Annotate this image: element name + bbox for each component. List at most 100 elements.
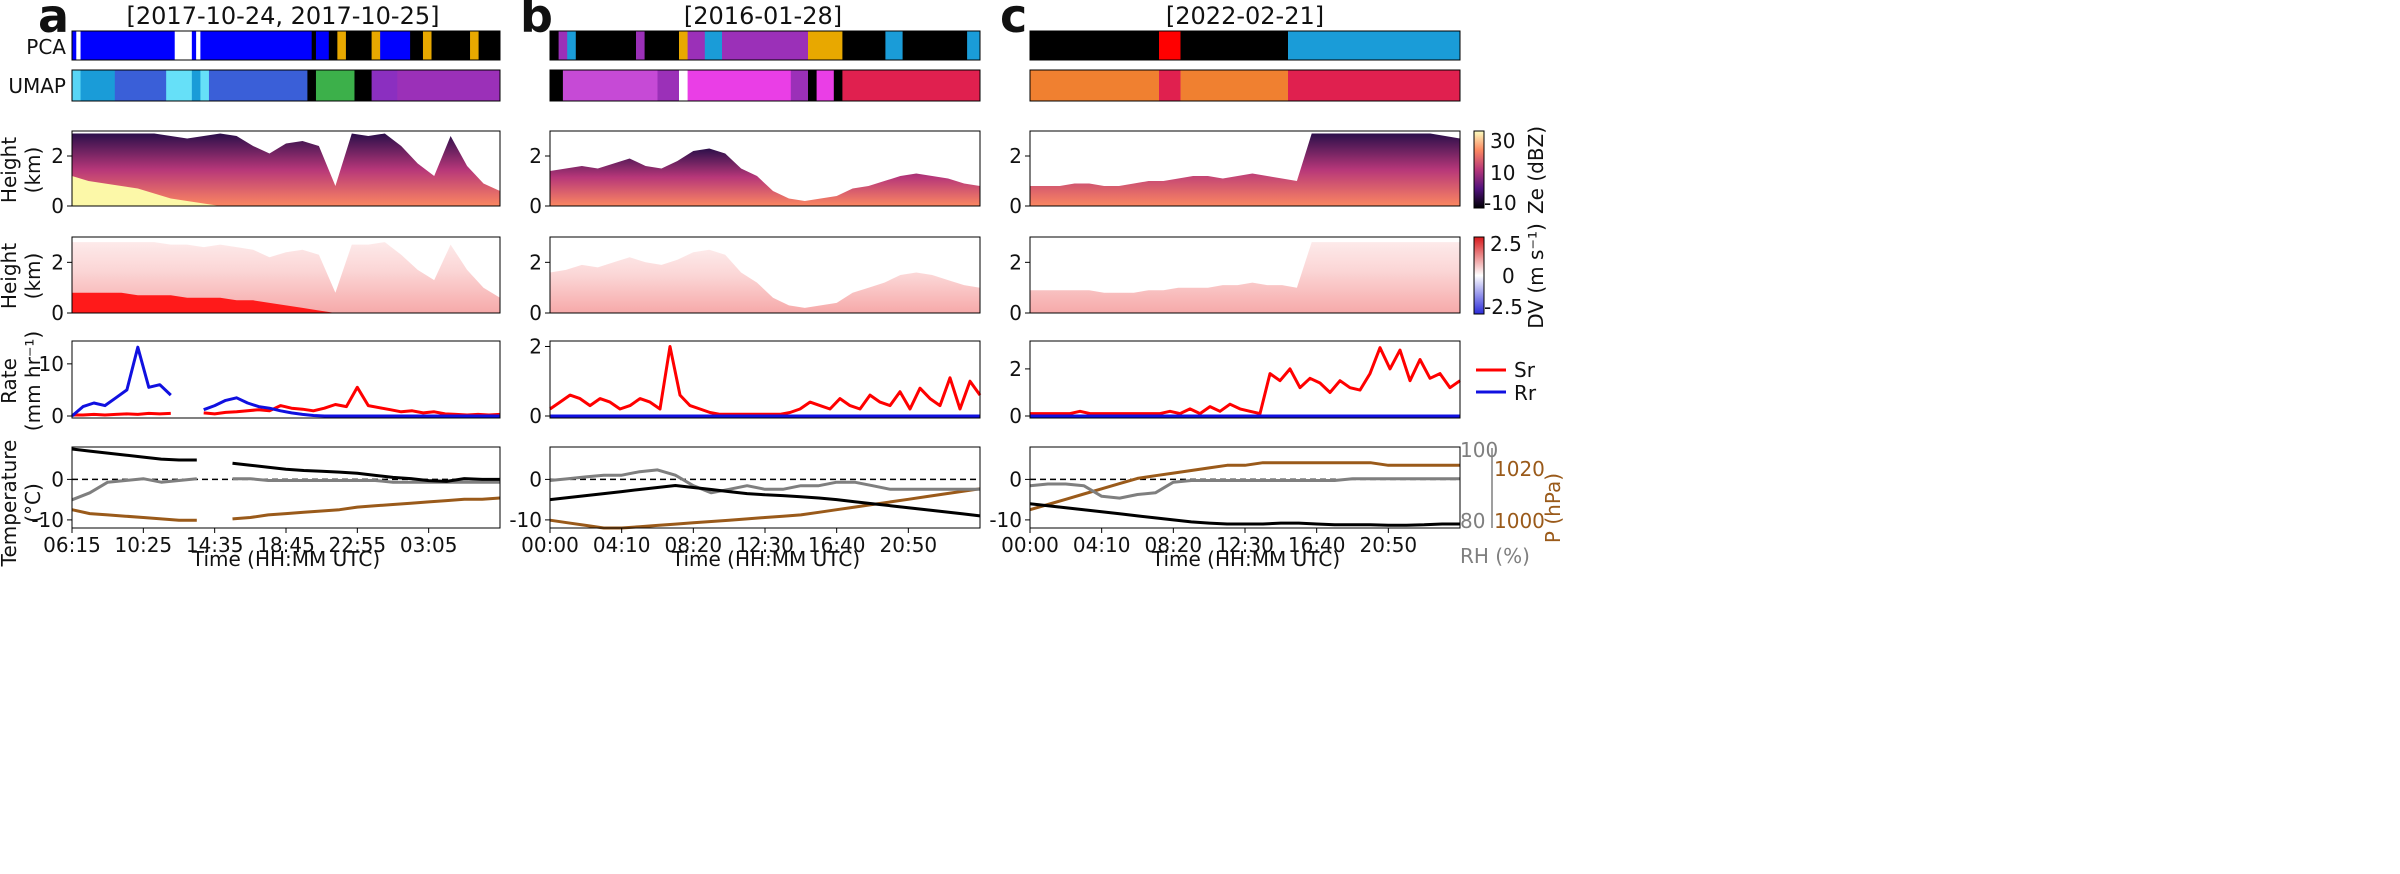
x-tick-label: 22:55 [329,533,387,557]
panel-letter-b: b [520,0,553,43]
rate-frame [71,340,501,419]
dv-cloud-area [72,242,500,313]
ze-colorbar-tick-top: 30 [1490,129,1515,153]
panel-c: 0 2 0 2 0 2 -10 0 00:00 04:10 08:20 12:30 16:40 20:50 [989,30,1461,557]
legend-rr-label: Rr [1514,381,1537,405]
ze-y-tick-label: 2 [51,144,64,168]
x-tick-label: 14:35 [186,533,244,557]
panels: 0 2 0 2 0 10 -10 0 06:15 10:25 14:35 18:45 22:55 03:0… [31,30,1461,557]
pca-segment [311,31,317,60]
pca-segment [72,31,77,60]
rate-sr-line [549,345,982,416]
pca-segment [410,31,424,60]
pca-segment [328,31,338,60]
umap-row-label: UMAP [8,74,66,98]
umap-segment [80,70,116,101]
rate-label: Rate [0,358,21,404]
umap-segment [200,70,210,101]
pca-segment [704,31,723,60]
pca-segment [1180,31,1289,60]
umap-segment [842,70,981,101]
met-pressure-line [1029,461,1460,512]
umap-frame [71,69,501,102]
dv-y-tick-label: 2 [51,250,64,274]
pca-segment [967,31,981,60]
panel-title-b: [2016-01-28] [684,2,842,30]
ze-y-tick-label: 2 [1009,144,1022,168]
pca-segment [76,31,81,60]
ze-cloud-area [1030,133,1460,206]
ze-frame [549,130,981,207]
pca-segment [422,31,432,60]
ze-colorbar-tick-bottom: -10 [1484,191,1517,215]
met-y-tick-label: 0 [529,467,542,491]
x-tick-label: 04:10 [593,533,651,557]
umap-segment [833,70,843,101]
ze-y-tick-label: 0 [1009,194,1022,218]
dv-colorbar-tick-top: 2.5 [1490,232,1522,256]
umap-segment [315,70,355,101]
panel-title-c: [2022-02-21] [1166,2,1324,30]
pca-segment [337,31,347,60]
dv-colorbar: 2.5 0 -2.5 DV (m s⁻¹) [1473,223,1548,329]
x-tick-label: 03:05 [400,533,458,557]
rate-frame [549,340,981,419]
umap-segment [114,70,167,101]
pca-frame [1029,30,1461,61]
umap-segment [790,70,809,101]
met-rh-line [1029,477,1460,500]
pca-frame [71,30,501,61]
rate-rr-line [71,345,500,418]
met-y-tick-label: -10 [31,508,64,532]
x-tick-label: 16:40 [808,533,866,557]
met-y-tick-label: -10 [509,508,542,532]
dv-y-tick-label: 2 [529,250,542,274]
pca-segment [380,31,411,60]
pca-segment [200,31,313,60]
x-label-c: Time (HH:MM UTC) [1151,547,1340,571]
met-y-tick-label: 0 [51,467,64,491]
met-pressure-line [71,496,501,522]
met-temperature-line [549,484,981,518]
panel-a: 0 2 0 2 0 10 -10 0 06:15 10:25 14:35 18:45 22:55 03:0… [31,30,501,557]
x-tick-label: 08:20 [1145,533,1203,557]
dv-y-tick-label: 0 [1009,301,1022,325]
p-tick-1020: 1020 [1494,457,1545,481]
dv-frame [549,236,981,314]
umap-segment [1180,70,1289,101]
pca-segment [345,31,372,60]
rate-y-tick-label: 2 [529,334,542,358]
met-rh-line [549,468,980,495]
dv-frame [71,236,501,314]
met-frame [549,446,981,529]
ze-height-label: Height [0,137,21,203]
x-tick-label: 04:10 [1073,533,1131,557]
umap-segment [166,70,193,101]
dv-cloud-area [550,249,980,313]
x-tick-label: 00:00 [521,533,579,557]
ze-y-tick-label: 2 [529,144,542,168]
dv-y-tick-label: 0 [51,301,64,325]
pca-segment [558,31,568,60]
pca-segment [575,31,637,60]
x-tick-label: 12:30 [1216,533,1274,557]
dv-cloud-area [1030,242,1460,313]
rate-y-tick-label: 2 [1009,357,1022,381]
rh-tick-80: 80 [1460,509,1485,533]
pca-frame [549,30,981,61]
umap-segment [72,70,81,101]
umap-segment [397,70,501,101]
met-rh-line [71,477,500,502]
umap-frame [1029,69,1461,102]
pca-segment [1030,31,1160,60]
ze-intense-layer [72,176,500,206]
met-frame [1029,446,1461,529]
panel-letter-c: c [1000,0,1027,43]
x-tick-label: 00:00 [1001,533,1059,557]
ze-frame [1029,130,1461,207]
p-tick-1000: 1000 [1494,509,1545,533]
x-tick-label: 20:50 [1360,533,1418,557]
ze-colorbar-tick-mid: 10 [1490,161,1515,185]
umap-segment [687,70,792,101]
